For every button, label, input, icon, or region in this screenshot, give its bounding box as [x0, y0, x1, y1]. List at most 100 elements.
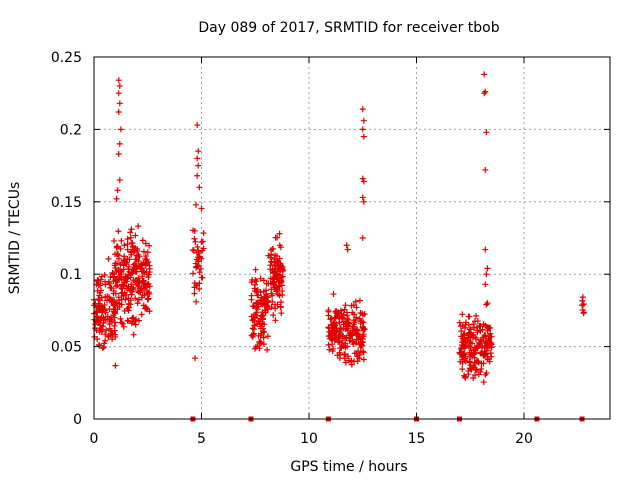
data-point: [467, 326, 474, 333]
data-point: [190, 247, 197, 254]
data-point: [360, 133, 367, 140]
data-point: [117, 261, 124, 268]
data-point: [482, 246, 489, 253]
data-point: [360, 356, 367, 363]
data-point: [191, 290, 198, 297]
data-point: [347, 329, 354, 336]
data-point: [196, 254, 203, 261]
data-point: [119, 320, 126, 327]
data-point: [470, 374, 477, 381]
data-point: [347, 332, 354, 339]
data-point: [113, 195, 120, 202]
data-point: [276, 271, 283, 278]
data-point: [360, 198, 367, 205]
data-point: [353, 304, 360, 311]
data-point: [465, 313, 472, 320]
data-point: [482, 337, 489, 344]
data-point: [278, 310, 285, 317]
data-point: [139, 265, 146, 272]
data-point: [260, 341, 267, 348]
data-point: [461, 372, 468, 379]
data-point: [102, 331, 109, 338]
data-point: [474, 318, 481, 325]
data-point: [342, 359, 349, 366]
y-tick-label: 0.1: [60, 267, 82, 283]
data-point: [134, 300, 141, 307]
data-point: [482, 371, 489, 378]
data-point: [485, 333, 492, 340]
data-point: [332, 322, 339, 329]
data-point: [145, 271, 152, 278]
data-point: [469, 334, 476, 341]
data-point: [198, 274, 205, 281]
data-point: [113, 268, 120, 275]
data-point: [325, 333, 332, 340]
data-point: [195, 148, 202, 155]
y-tick-label: 0.2: [60, 122, 82, 138]
data-point: [357, 309, 364, 316]
data-point: [457, 358, 464, 365]
data-point: [473, 367, 480, 374]
data-point: [359, 175, 366, 182]
data-point: [110, 278, 117, 285]
data-point: [268, 251, 275, 258]
data-point: [458, 346, 465, 353]
data-point: [273, 253, 280, 260]
data-point: [352, 298, 359, 305]
data-point: [269, 245, 276, 252]
data-point: [125, 307, 132, 314]
data-point: [329, 347, 336, 354]
data-point: [118, 301, 125, 308]
data-point: [116, 82, 123, 89]
data-point: [191, 235, 198, 242]
data-point: [271, 279, 278, 286]
data-point: [255, 318, 262, 325]
data-point: [116, 177, 123, 184]
data-point: [342, 302, 349, 309]
data-point: [459, 366, 466, 373]
data-point: [265, 252, 272, 259]
data-point: [123, 276, 130, 283]
data-point: [257, 275, 264, 282]
data-point: [257, 289, 264, 296]
data-point: [194, 172, 201, 179]
data-point: [138, 261, 145, 268]
data-point: [274, 234, 281, 241]
data-point: [125, 300, 132, 307]
data-point: [579, 302, 586, 309]
data-point: [460, 352, 467, 359]
data-point: [476, 322, 483, 329]
data-point: [142, 240, 149, 247]
data-point: [110, 302, 117, 309]
data-point: [252, 281, 259, 288]
data-point: [193, 263, 200, 270]
data-point: [114, 276, 121, 283]
data-point: [482, 281, 489, 288]
data-point: [354, 358, 361, 365]
data-point: [196, 280, 203, 287]
data-point: [340, 311, 347, 318]
data-point: [197, 265, 204, 272]
data-point: [360, 117, 367, 124]
data-point: [96, 342, 103, 349]
data-point: [268, 258, 275, 265]
data-point: [276, 230, 283, 237]
data-point: [125, 265, 132, 272]
data-point: [91, 325, 98, 332]
data-point: [477, 350, 484, 357]
data-point: [481, 90, 488, 97]
data-point: [264, 333, 271, 340]
data-point: [462, 319, 469, 326]
data-point: [144, 249, 151, 256]
data-point: [344, 246, 351, 253]
data-point: [456, 319, 463, 326]
data-point: [328, 315, 335, 322]
data-point: [200, 245, 207, 252]
data-point: [483, 301, 490, 308]
data-point: [278, 262, 285, 269]
data-point: [475, 358, 482, 365]
data-point: [136, 278, 143, 285]
data-point: [109, 336, 116, 343]
data-point: [267, 280, 274, 287]
data-point: [120, 323, 127, 330]
